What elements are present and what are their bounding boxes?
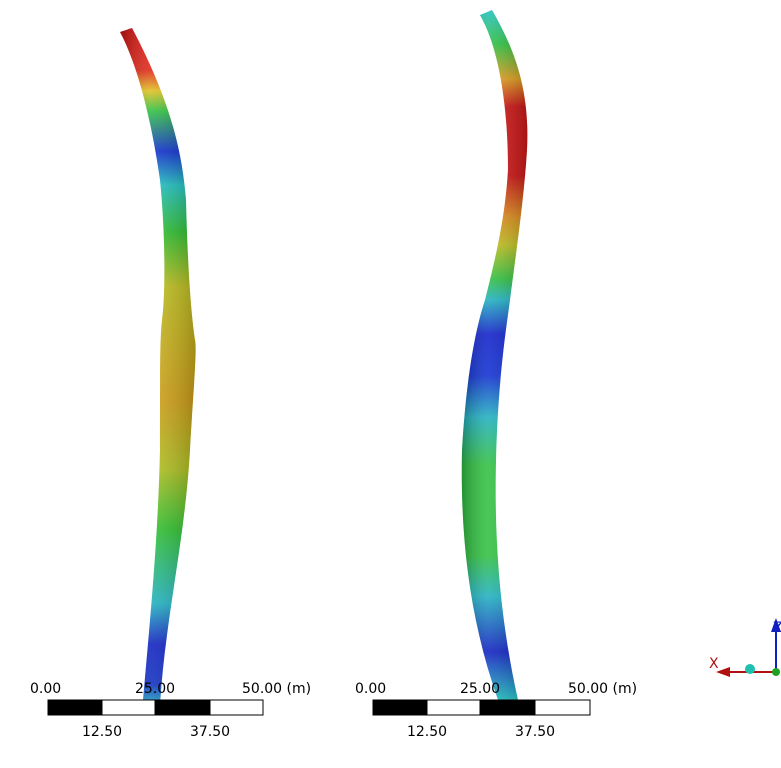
scale-label: 50.00 (m) <box>242 681 311 697</box>
scale-label: 37.50 <box>190 724 230 740</box>
scale-label: 25.00 <box>135 681 175 697</box>
tube-shading <box>120 28 196 705</box>
scale-label: 12.50 <box>82 724 122 740</box>
viewport: 0.00 25.00 50.00 (m) 12.50 37.50 0.00 25… <box>0 0 781 768</box>
scale-label: 50.00 (m) <box>568 681 637 697</box>
axis-triad: Z X <box>709 618 781 677</box>
scale-label: 0.00 <box>355 681 386 697</box>
scale-label: 0.00 <box>30 681 61 697</box>
scale-label: 25.00 <box>460 681 500 697</box>
scale-label: 37.50 <box>515 724 555 740</box>
scale-bar: 0.00 25.00 50.00 (m) 12.50 37.50 <box>30 681 311 740</box>
scale-label: 12.50 <box>407 724 447 740</box>
scale-bar: 0.00 25.00 50.00 (m) 12.50 37.50 <box>355 681 637 740</box>
axis-label: Z <box>773 620 781 636</box>
axis-label: X <box>709 656 719 672</box>
tube-shading <box>462 10 528 700</box>
